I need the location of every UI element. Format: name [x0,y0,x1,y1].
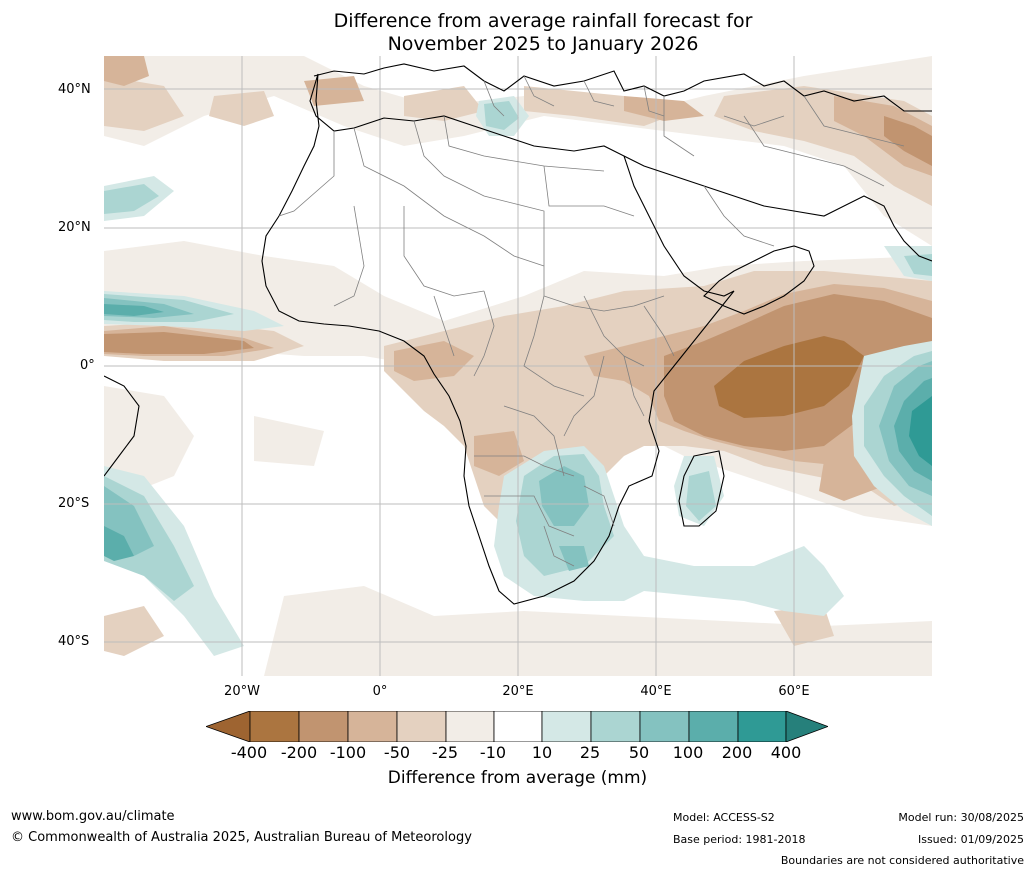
colorbar-tick: 400 [770,743,802,762]
colorbar-segment [396,711,447,742]
colorbar-tick: -50 [383,743,411,762]
colorbar-tick: 100 [672,743,704,762]
colorbar-tick: -10 [479,743,507,762]
issued-date: Issued: 01/09/2025 [917,833,1024,846]
map-title: Difference from average rainfall forecas… [0,10,1035,56]
lon-label-60e: 60°E [778,684,810,699]
colorbar-high-extend [785,711,828,742]
lon-label-20e: 20°E [502,684,534,699]
website-link[interactable]: www.bom.gov.au/climate [11,809,175,824]
colorbar-tick: -25 [431,743,459,762]
country-borders [278,75,905,567]
colorbar-label-row: Difference from average (mm) [0,768,1035,788]
colorbar-segment [445,711,495,742]
colorbar [206,711,828,742]
coastlines [104,63,932,605]
lon-label-0: 0° [372,684,388,699]
colorbar-tick: -200 [280,743,318,762]
model-name: Model: ACCESS-S2 [673,811,775,824]
graticule [104,56,932,676]
colorbar-tick: 10 [531,743,553,762]
lat-label-20s: 20°S [58,496,90,511]
base-period: Base period: 1981-2018 [673,833,806,846]
colorbar-segment [590,711,641,742]
colorbar-tick: 50 [628,743,650,762]
colorbar-tick: -400 [230,743,268,762]
colorbar-low-extend [206,711,251,742]
colorbar-segment [347,711,398,742]
model-run-date: Model run: 30/08/2025 [898,811,1024,824]
lon-label-20w: 20°W [224,684,260,699]
lat-label-40n: 40°N [58,82,91,97]
map-canvas [104,56,932,676]
title-line-1: Difference from average rainfall forecas… [333,10,753,32]
boundaries-disclaimer: Boundaries are not considered authoritat… [780,854,1024,867]
colorbar-segment [688,711,739,742]
title-line-2: November 2025 to January 2026 [387,33,699,55]
anomaly-extreme-dry-patches [714,336,864,418]
colorbar-segment [249,711,300,742]
colorbar-tick: -100 [329,743,367,762]
colorbar-segment [737,711,787,742]
lat-label-0: 0° [80,358,95,373]
copyright-notice: © Commonwealth of Australia 2025, Austra… [11,830,472,845]
lat-label-20n: 20°N [58,220,91,235]
colorbar-tick: 200 [721,743,753,762]
rainfall-anomaly-map [104,56,932,676]
lat-label-40s: 40°S [58,634,90,649]
anomaly-extreme-wet-patches [909,396,932,466]
colorbar-segment [541,711,592,742]
colorbar-segment [639,711,690,742]
colorbar-segment [493,711,543,742]
colorbar-tick: 25 [579,743,601,762]
colorbar-segment [298,711,349,742]
colorbar-label: Difference from average (mm) [387,768,648,788]
lon-label-40e: 40°E [640,684,672,699]
